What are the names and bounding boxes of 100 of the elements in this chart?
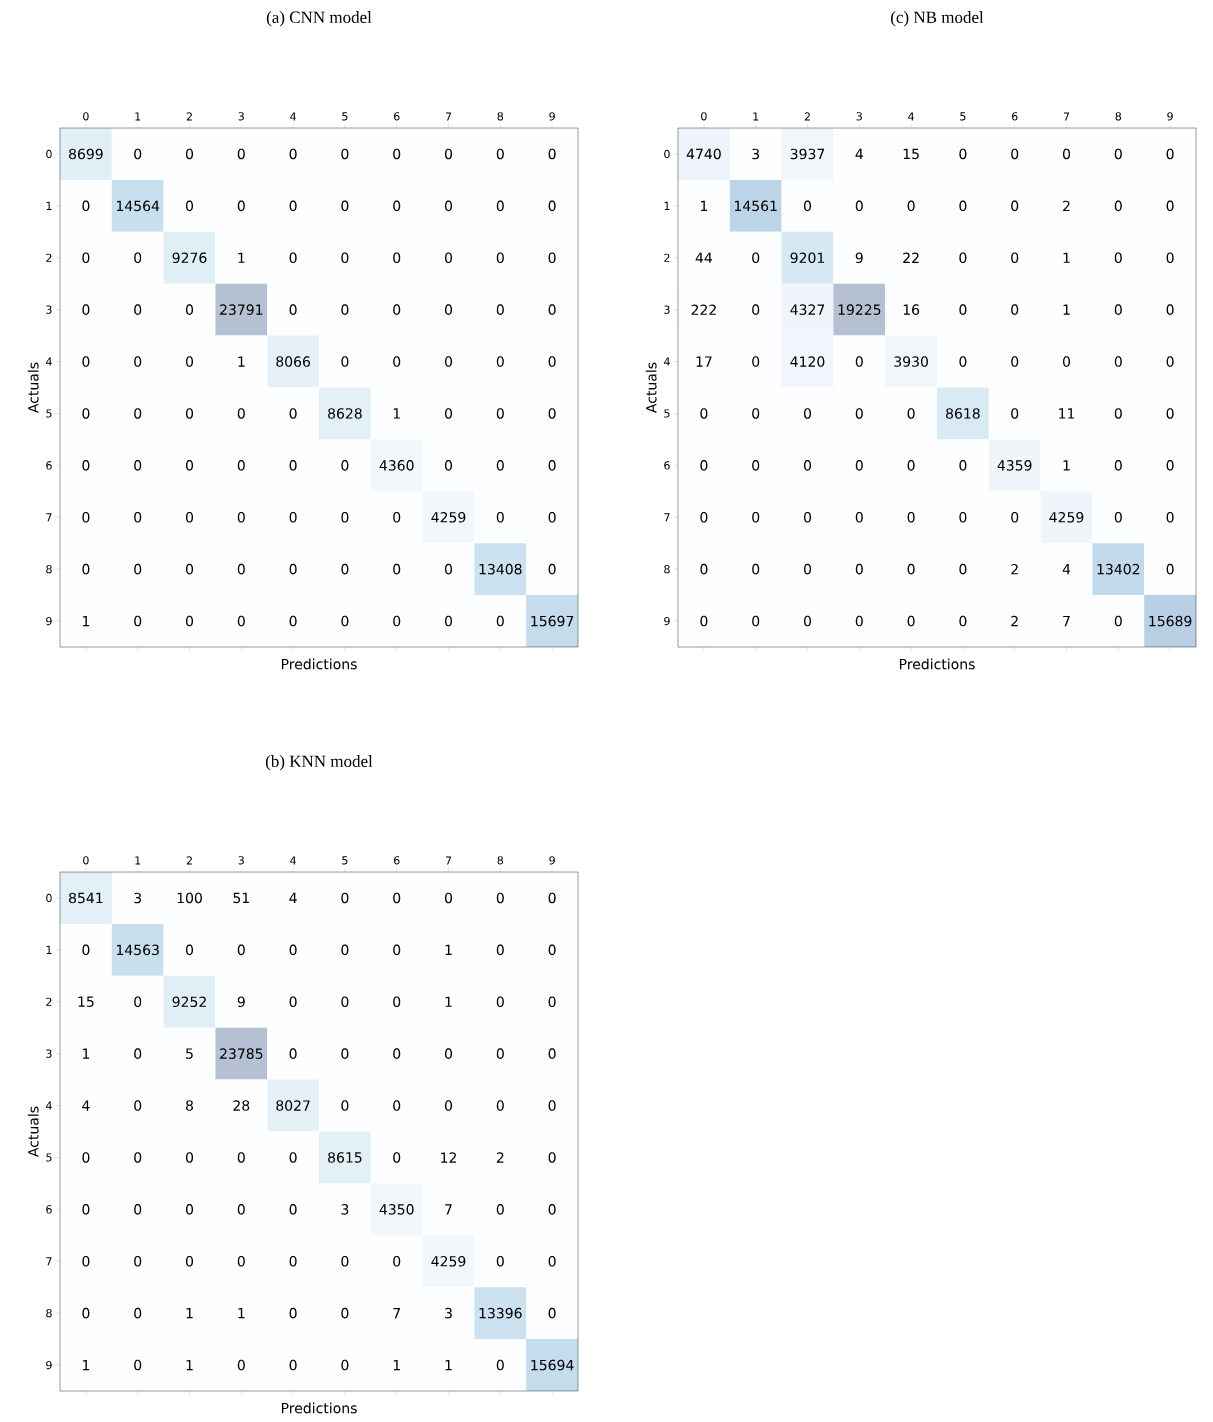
data-label: 0 <box>803 511 812 523</box>
data-label: 0 <box>341 148 349 160</box>
data-label: 0 <box>548 1100 556 1111</box>
data-label: 0 <box>548 1255 556 1267</box>
data-label: 0 <box>496 148 504 160</box>
data-label: 0 <box>855 356 863 367</box>
x-tick-label: 6 <box>393 112 400 121</box>
data-label: 0 <box>341 944 349 956</box>
y-tick-label: 5 <box>46 409 52 418</box>
data-label: 0 <box>548 148 556 160</box>
data-label: 8 <box>186 1100 193 1111</box>
data-label: 0 <box>803 460 812 471</box>
data-label: 0 <box>185 511 194 523</box>
data-label: 8615 <box>328 1152 362 1163</box>
data-label: 0 <box>803 563 812 575</box>
x-tick-label: 0 <box>701 112 707 121</box>
data-label: 0 <box>393 1048 401 1059</box>
data-label: 1 <box>700 200 708 211</box>
data-label: 0 <box>752 460 760 471</box>
data-label: 13408 <box>479 563 522 575</box>
data-label: 1 <box>82 1359 90 1371</box>
data-label: 0 <box>134 1048 142 1059</box>
x-tick-label: 4 <box>290 856 296 865</box>
data-label: 0 <box>444 408 453 419</box>
data-label: 51 <box>233 892 249 904</box>
data-label: 0 <box>341 892 349 904</box>
data-label: 0 <box>134 996 142 1008</box>
data-label: 0 <box>237 615 245 627</box>
data-label: 0 <box>134 511 142 523</box>
y-tick-label: 5 <box>46 1153 52 1162</box>
data-label: 15 <box>903 148 919 160</box>
data-label: 0 <box>444 892 453 904</box>
data-label: 0 <box>752 615 760 627</box>
data-label: 0 <box>82 944 90 956</box>
data-label: 0 <box>1166 563 1174 575</box>
data-label: 0 <box>289 511 297 523</box>
data-label: 0 <box>289 1204 297 1215</box>
x-tick-label: 6 <box>1011 112 1018 121</box>
data-label: 0 <box>1166 460 1174 471</box>
x-axis-title: Predictions <box>899 658 975 670</box>
data-label: 0 <box>393 200 401 212</box>
x-tick-label: 4 <box>290 112 296 121</box>
data-label: 0 <box>1114 511 1122 523</box>
data-label: 16 <box>903 304 920 315</box>
y-tick-label: 2 <box>46 253 52 262</box>
data-label: 9 <box>237 996 245 1008</box>
data-label: 0 <box>907 615 915 627</box>
data-label: 1 <box>186 1359 193 1371</box>
data-label: 1 <box>186 1308 193 1319</box>
data-label: 0 <box>237 563 245 575</box>
data-label: 0 <box>134 1307 142 1319</box>
y-tick-label: 8 <box>664 565 670 574</box>
data-label: 0 <box>237 1204 245 1215</box>
data-label: 0 <box>496 460 504 471</box>
x-tick-label: 5 <box>342 856 348 865</box>
data-label: 0 <box>393 996 401 1008</box>
data-label: 0 <box>289 1307 297 1319</box>
y-axis-title: Actuals <box>27 1106 39 1157</box>
y-tick-label: 7 <box>46 513 52 522</box>
data-label: 0 <box>393 1255 401 1267</box>
data-label: 19225 <box>838 304 881 315</box>
data-label: 0 <box>393 1152 401 1163</box>
data-label: 0 <box>752 511 760 523</box>
data-label: 0 <box>289 944 297 956</box>
x-tick-label: 9 <box>549 112 555 121</box>
data-label: 0 <box>907 408 915 419</box>
data-label: 8699 <box>69 148 103 160</box>
data-label: 0 <box>341 1048 349 1059</box>
data-label: 14564 <box>116 200 160 212</box>
data-label: 0 <box>907 511 915 523</box>
data-label: 0 <box>185 615 194 627</box>
data-label: 0 <box>341 996 349 1008</box>
data-label: 0 <box>1011 148 1019 160</box>
data-label: 4 <box>289 892 297 904</box>
data-label: 4259 <box>1049 511 1084 523</box>
data-label: 0 <box>134 615 142 627</box>
data-label: 0 <box>548 996 556 1008</box>
data-label: 0 <box>237 460 245 471</box>
data-label: 0 <box>289 252 297 264</box>
data-label: 0 <box>289 563 297 575</box>
data-label: 0 <box>185 200 194 212</box>
data-label: 0 <box>134 460 142 471</box>
data-label: 0 <box>341 356 349 367</box>
data-label: 3 <box>341 1204 349 1215</box>
y-tick-label: 3 <box>46 1049 52 1058</box>
data-label: 23785 <box>220 1048 263 1059</box>
data-label: 0 <box>134 1255 142 1267</box>
data-label: 0 <box>82 460 90 471</box>
data-label: 8027 <box>276 1100 310 1111</box>
x-axis-title: Predictions <box>281 658 357 670</box>
data-label: 222 <box>691 304 716 315</box>
data-label: 0 <box>134 563 142 575</box>
data-label: 0 <box>82 252 90 264</box>
data-label: 0 <box>1114 356 1122 367</box>
x-tick-label: 3 <box>856 112 862 121</box>
data-label: 0 <box>341 252 349 264</box>
data-label: 0 <box>341 1359 349 1371</box>
data-label: 0 <box>134 1204 142 1215</box>
data-label: 0 <box>82 408 90 419</box>
data-label: 0 <box>289 408 297 419</box>
